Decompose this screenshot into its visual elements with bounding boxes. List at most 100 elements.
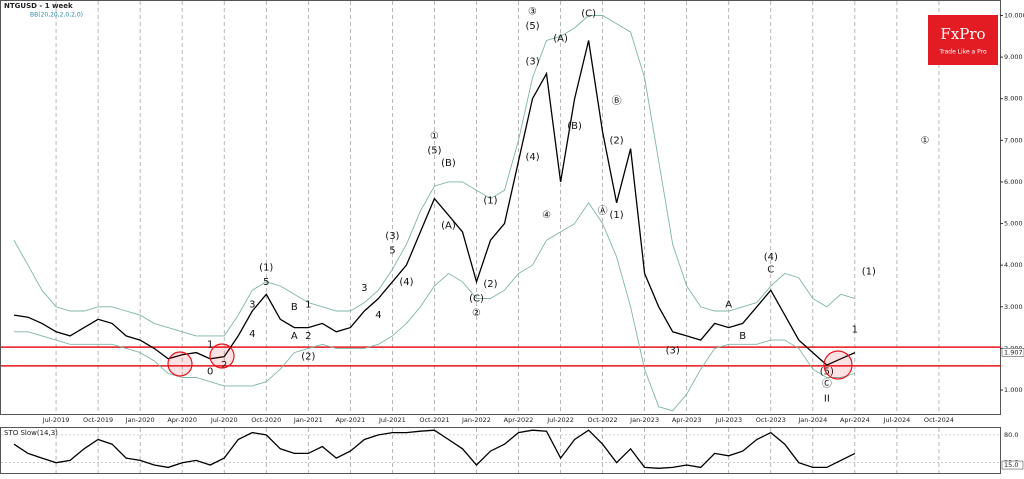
wave-label: 1 xyxy=(305,300,311,311)
y-tick-label: 3.000 xyxy=(1004,303,1023,311)
x-tick-label: Apr-2022 xyxy=(504,416,534,424)
wave-label: (A) xyxy=(441,221,456,232)
wave-label: A xyxy=(725,300,732,311)
wave-label: ① xyxy=(430,131,439,142)
x-tick-label: Oct-2024 xyxy=(924,416,954,424)
x-tick-label: Oct-2019 xyxy=(83,416,113,424)
wave-label: (2) xyxy=(301,352,315,363)
wave-label: 4 xyxy=(249,329,255,340)
x-tick-label: Apr-2023 xyxy=(672,416,702,424)
wave-label: (3) xyxy=(525,56,539,67)
wave-label: ① xyxy=(920,135,929,146)
x-tick-label: Apr-2024 xyxy=(840,416,870,424)
logo: FxPro Trade Like a Pro xyxy=(928,15,998,65)
wave-label: (2) xyxy=(483,279,497,290)
wave-label: 5 xyxy=(389,246,395,257)
x-tick-label: Jan-2022 xyxy=(461,416,491,424)
wave-label: 4 xyxy=(375,310,381,321)
last-value-label: 15.0 xyxy=(1004,461,1018,469)
wave-label: Ⓐ xyxy=(598,205,608,217)
wave-label: (4) xyxy=(399,277,413,288)
wave-label: 0 xyxy=(207,366,213,377)
y-tick-label: 10.000 xyxy=(1004,11,1024,19)
x-tick-label: Jul-2023 xyxy=(714,416,742,424)
logo-text: FxPro xyxy=(940,25,985,43)
y-tick-label: 7.000 xyxy=(1004,136,1023,144)
wave-label: 3 xyxy=(249,300,255,311)
x-tick-label: Jan-2020 xyxy=(125,416,155,424)
wave-label: 1 xyxy=(852,325,858,336)
last-value-box xyxy=(1001,348,1024,357)
x-tick-label: Jul-2019 xyxy=(42,416,70,424)
y-tick-label: 5.000 xyxy=(1004,220,1023,228)
wave-label: ③ xyxy=(528,6,537,17)
wave-label: II xyxy=(824,393,830,404)
wave-label: B xyxy=(291,302,298,313)
highlight-circle xyxy=(167,351,193,377)
highlight-circles xyxy=(167,343,853,380)
wave-label: (1) xyxy=(259,262,273,273)
y-tick-label: 6.000 xyxy=(1004,178,1023,186)
wave-label: 5 xyxy=(263,277,269,288)
x-tick-label: Jul-2020 xyxy=(210,416,238,424)
y-tick-label: 9.000 xyxy=(1004,53,1023,61)
series-line xyxy=(13,429,856,469)
wave-label: Ⓑ xyxy=(612,95,622,107)
x-tick-label: Apr-2021 xyxy=(335,416,365,424)
wave-label: (B) xyxy=(567,121,582,132)
wave-label: ④ xyxy=(542,210,551,221)
wave-label: (3) xyxy=(385,231,399,242)
x-tick-label: Apr-2020 xyxy=(167,416,197,424)
wave-label: ② xyxy=(472,308,481,319)
x-tick-label: Oct-2023 xyxy=(756,416,786,424)
last-value-box xyxy=(1001,460,1024,470)
wave-label: (5) xyxy=(427,146,441,157)
chart-title: NTGUSD - 1 week xyxy=(4,2,73,10)
x-tick-label: Jan-2024 xyxy=(797,416,827,424)
wave-label: Ⓒ xyxy=(822,378,832,390)
series-line xyxy=(13,15,856,337)
y-tick-label: 80.0 xyxy=(1004,431,1018,439)
wave-label: (5) xyxy=(820,366,834,377)
wave-label: (C) xyxy=(581,8,596,19)
wave-label: (B) xyxy=(441,158,456,169)
logo-tagline: Trade Like a Pro xyxy=(938,49,987,56)
last-value-label: 1.907 xyxy=(1004,348,1023,356)
wave-label: (1) xyxy=(862,266,876,277)
logo-box xyxy=(928,15,998,65)
wave-label: 1 xyxy=(207,339,213,350)
highlight-circle xyxy=(209,343,235,369)
wave-label: (5) xyxy=(525,21,539,32)
highlight-circle xyxy=(823,350,853,380)
wave-label: 2 xyxy=(305,331,311,342)
x-tick-label: Jan-2023 xyxy=(629,416,659,424)
wave-label: (4) xyxy=(764,252,778,263)
wave-label: 3 xyxy=(361,283,367,294)
x-tick-label: Jul-2024 xyxy=(883,416,911,424)
x-tick-label: Jul-2021 xyxy=(378,416,406,424)
stochastic-panel xyxy=(0,427,1001,474)
x-tick-label: Jul-2022 xyxy=(546,416,574,424)
y-tick-label: 4.000 xyxy=(1004,261,1023,269)
series-line xyxy=(13,40,856,366)
wave-label: C xyxy=(767,264,774,275)
x-tick-label: Jan-2021 xyxy=(293,416,323,424)
chart-subtitle: BB(20,20,2,0,2,0) xyxy=(30,12,83,19)
wave-label: (2) xyxy=(610,135,624,146)
x-tick-label: Oct-2021 xyxy=(419,416,449,424)
wave-label: (4) xyxy=(525,152,539,163)
y-tick-label: 8.000 xyxy=(1004,95,1023,103)
wave-label: (C) xyxy=(469,293,484,304)
y-tick-label: 1.000 xyxy=(1004,386,1023,394)
wave-label: (3) xyxy=(666,345,680,356)
x-tick-label: Oct-2022 xyxy=(588,416,618,424)
wave-label: (1) xyxy=(483,196,497,207)
wave-label: (1) xyxy=(610,210,624,221)
stochastic-title: STO Slow(14,3) xyxy=(4,429,58,437)
wave-label: B xyxy=(739,331,746,342)
x-tick-label: Oct-2020 xyxy=(251,416,281,424)
series-line xyxy=(14,201,856,412)
main-panel xyxy=(0,0,1001,415)
